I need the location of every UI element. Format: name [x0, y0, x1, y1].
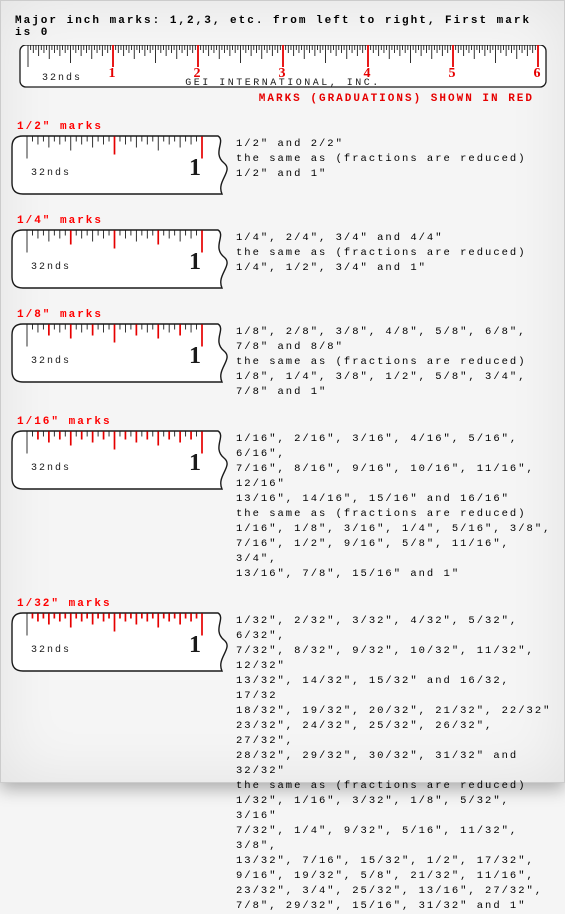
page-header: Major inch marks: 1,2,3, etc. from left …	[15, 15, 554, 39]
section-title-1: 1/4" marks	[17, 215, 554, 227]
svg-text:6: 6	[533, 66, 542, 81]
svg-text:32nds: 32nds	[42, 72, 82, 84]
svg-text:1: 1	[189, 155, 203, 181]
svg-text:32nds: 32nds	[31, 355, 71, 367]
svg-text:GEI INTERNATIONAL, INC.: GEI INTERNATIONAL, INC.	[185, 78, 381, 89]
svg-text:32nds: 32nds	[31, 462, 71, 474]
svg-text:1: 1	[189, 343, 203, 369]
section-title-0: 1/2" marks	[17, 121, 554, 133]
svg-text:5: 5	[448, 66, 457, 81]
svg-text:1: 1	[189, 450, 203, 476]
svg-text:1: 1	[189, 632, 203, 658]
section-desc-4: 1/32", 2/32", 3/32", 4/32", 5/32", 6/32"…	[236, 612, 554, 914]
svg-text:1: 1	[108, 66, 117, 81]
section-title-2: 1/8" marks	[17, 309, 554, 321]
section-desc-0: 1/2" and 2/2" the same as (fractions are…	[236, 135, 554, 182]
section-title-3: 1/16" marks	[17, 416, 554, 428]
main-ruler: 123456 32nds GEI INTERNATIONAL, INC.	[11, 45, 554, 89]
section-ruler-0: 32nds 1	[11, 135, 236, 199]
section-ruler-1: 32nds 1	[11, 229, 236, 293]
section-desc-3: 1/16", 2/16", 3/16", 4/16", 5/16", 6/16"…	[236, 430, 554, 582]
section-desc-2: 1/8", 2/8", 3/8", 4/8", 5/8", 6/8", 7/8"…	[236, 323, 554, 400]
svg-text:32nds: 32nds	[31, 261, 71, 273]
red-legend-title: MARKS (GRADUATIONS) SHOWN IN RED	[11, 93, 534, 105]
section-ruler-3: 32nds 1	[11, 430, 236, 494]
svg-text:32nds: 32nds	[31, 644, 71, 656]
section-desc-1: 1/4", 2/4", 3/4" and 4/4" the same as (f…	[236, 229, 554, 276]
section-ruler-2: 32nds 1	[11, 323, 236, 387]
svg-text:1: 1	[189, 249, 203, 275]
section-title-4: 1/32" marks	[17, 598, 554, 610]
svg-text:32nds: 32nds	[31, 167, 71, 179]
section-ruler-4: 32nds 1	[11, 612, 236, 676]
